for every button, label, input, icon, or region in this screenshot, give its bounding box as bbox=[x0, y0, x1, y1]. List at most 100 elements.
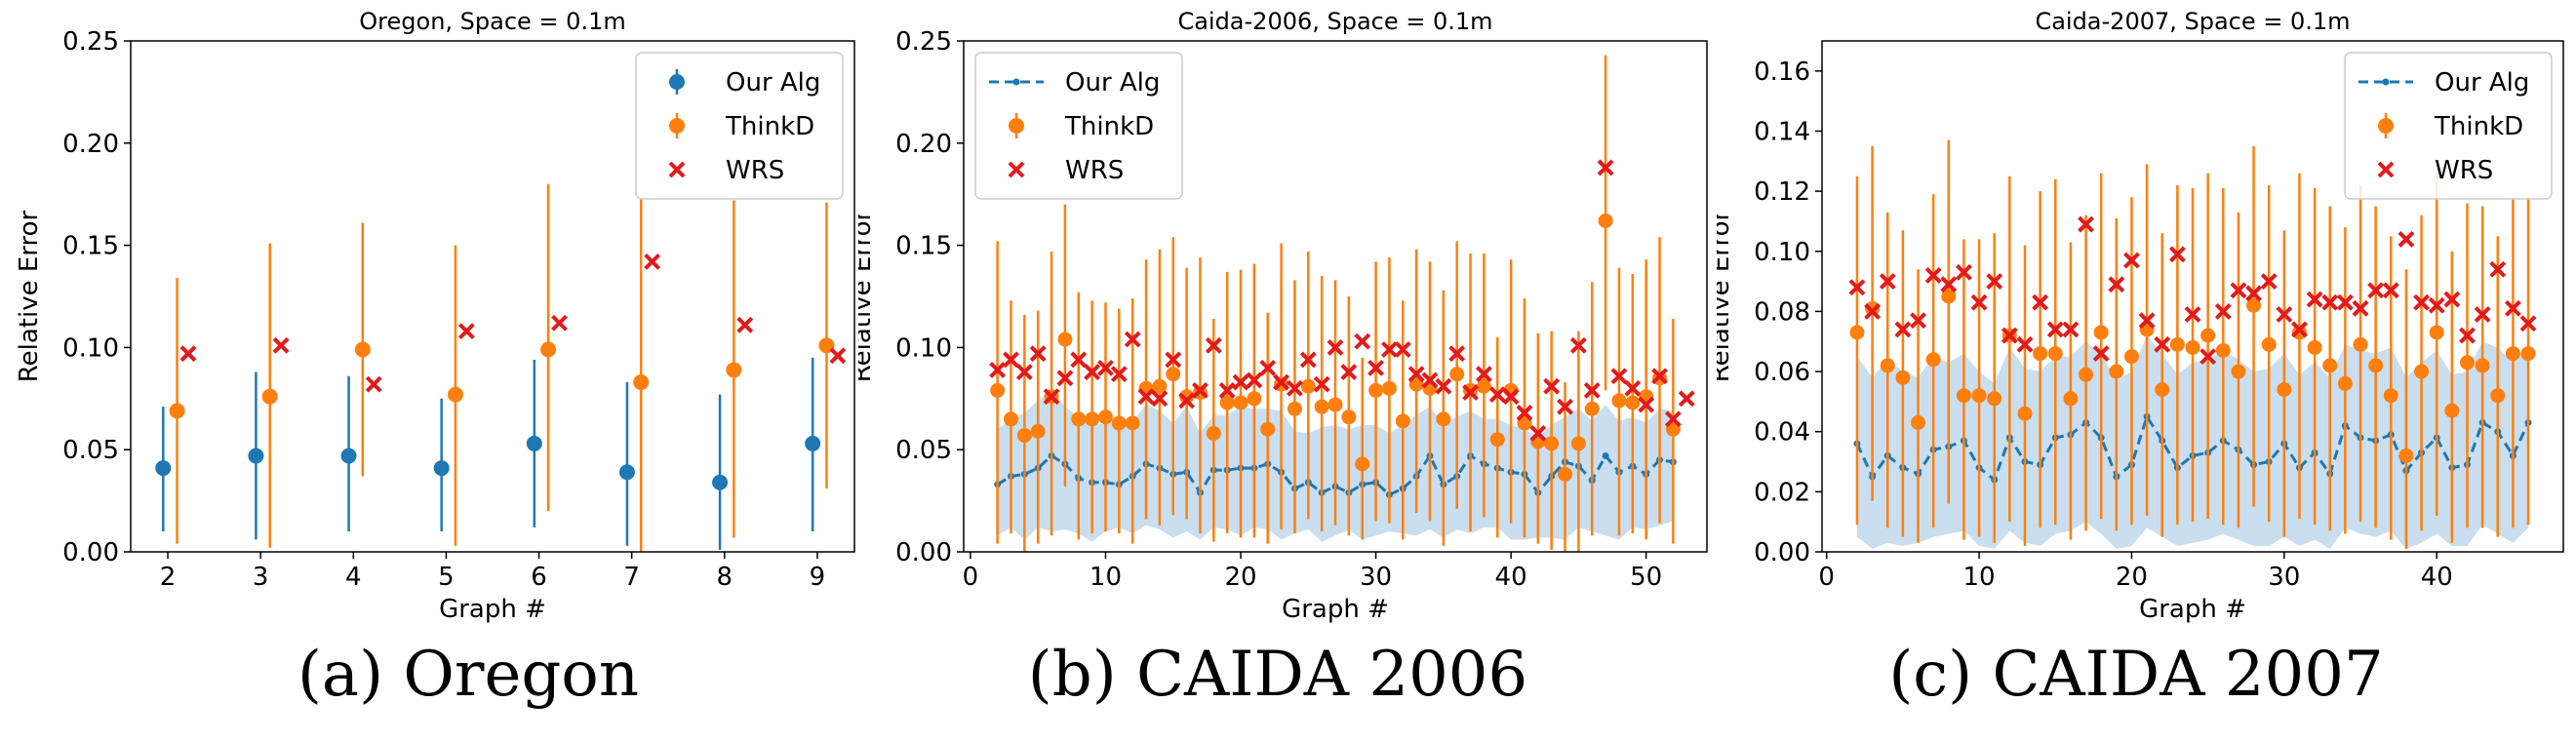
data-point-wrs bbox=[1110, 366, 1128, 383]
data-point-our-alg bbox=[248, 448, 264, 464]
data-point-thinkd bbox=[1517, 415, 1532, 431]
data-point-wrs bbox=[1529, 425, 1547, 442]
x-tick-label: 7 bbox=[623, 563, 640, 592]
data-point-wrs bbox=[2413, 293, 2430, 311]
x-tick-label: 8 bbox=[717, 563, 733, 592]
data-point-thinkd bbox=[1865, 300, 1881, 316]
data-point-thinkd bbox=[1584, 401, 1600, 416]
x-tick-label: 5 bbox=[438, 563, 455, 592]
axes-frame bbox=[130, 40, 855, 553]
data-point-thinkd bbox=[2109, 364, 2124, 379]
data-point-wrs bbox=[1043, 388, 1060, 406]
data-point-thinkd bbox=[2414, 364, 2430, 379]
chart-caida-2007: Caida-2007, Space = 0.1m 0.00 0.02 0.04 0.06… bbox=[1717, 8, 2564, 624]
data-point-wrs bbox=[1407, 366, 1425, 383]
y-axis-label: Relative Error bbox=[858, 210, 877, 382]
legend-label: ThinkD bbox=[1064, 112, 1154, 141]
panel-caida-2007: Caida-2007, Space = 0.1m 0.00 0.02 0.04 0.06… bbox=[1717, 0, 2576, 742]
legend-label: WRS bbox=[726, 156, 784, 185]
legend-label: Our Alg bbox=[726, 68, 820, 98]
data-point-wrs bbox=[1448, 345, 1466, 363]
data-point-thinkd bbox=[1911, 414, 1926, 430]
data-point-wrs bbox=[2336, 293, 2354, 311]
data-point-wrs bbox=[1124, 331, 1141, 348]
data-point-wrs bbox=[2382, 282, 2399, 299]
data-point-wrs bbox=[1097, 359, 1114, 376]
data-point-wrs bbox=[1246, 371, 1263, 389]
data-point-thinkd bbox=[1598, 213, 1613, 228]
data-point-thinkd bbox=[2337, 375, 2353, 391]
data-point-wrs bbox=[2245, 285, 2262, 302]
data-point-thinkd bbox=[2307, 339, 2322, 355]
data-point-thinkd bbox=[990, 382, 1006, 398]
legend-marker-thinkd bbox=[2378, 118, 2394, 134]
data-point-thinkd bbox=[2291, 325, 2307, 340]
data-point-thinkd bbox=[2200, 328, 2216, 343]
data-point-thinkd bbox=[2353, 336, 2368, 352]
data-point-wrs bbox=[1205, 336, 1222, 354]
data-point-wrs bbox=[829, 347, 847, 365]
data-point-thinkd bbox=[726, 362, 742, 378]
data-point-wrs bbox=[2260, 273, 2278, 291]
data-point-thinkd bbox=[2063, 391, 2079, 407]
data-point-wrs bbox=[2367, 282, 2385, 299]
legend-marker-thinkd bbox=[669, 118, 685, 134]
data-point-our-alg bbox=[1602, 451, 1609, 459]
data-point-thinkd bbox=[1314, 399, 1329, 414]
legend: Our Alg ThinkD WRS bbox=[635, 52, 844, 200]
data-point-thinkd bbox=[1152, 378, 1168, 394]
data-point-wrs bbox=[1864, 302, 1882, 320]
data-point-thinkd bbox=[2490, 388, 2506, 404]
x-tick-label: 30 bbox=[1360, 563, 1392, 592]
data-point-wrs bbox=[1516, 405, 1533, 421]
axes-frame bbox=[963, 40, 1708, 553]
data-point-wrs bbox=[644, 253, 661, 270]
data-point-thinkd bbox=[1987, 391, 2002, 407]
data-point-wrs bbox=[1178, 392, 1196, 410]
data-point-wrs bbox=[1651, 368, 1668, 385]
data-point-wrs bbox=[2230, 282, 2247, 299]
data-point-wrs bbox=[2443, 291, 2461, 308]
data-point-wrs bbox=[1070, 351, 1088, 369]
data-point-wrs bbox=[1084, 364, 1101, 380]
data-point-wrs bbox=[2078, 215, 2094, 233]
data-point-thinkd bbox=[2475, 358, 2490, 373]
data-point-our-alg bbox=[155, 460, 172, 477]
data-point-thinkd bbox=[1057, 332, 1073, 347]
data-point-wrs bbox=[2200, 348, 2217, 366]
data-point-thinkd bbox=[1247, 391, 1262, 407]
data-point-wrs bbox=[989, 362, 1007, 378]
legend-marker-our-alg bbox=[669, 74, 685, 90]
y-tick-label: 0.25 bbox=[895, 27, 952, 57]
data-point-thinkd bbox=[354, 341, 371, 358]
data-point-thinkd bbox=[447, 386, 463, 403]
data-point-wrs bbox=[1924, 267, 1942, 284]
data-point-wrs bbox=[1583, 382, 1601, 399]
data-point-thinkd bbox=[1956, 388, 1971, 404]
data-point-thinkd bbox=[633, 374, 650, 391]
caption-caida-2007: (c) CAIDA 2007 bbox=[1888, 639, 2384, 711]
x-tick-label: 0 bbox=[1818, 563, 1835, 592]
data-point-wrs bbox=[1879, 273, 1896, 291]
data-point-thinkd bbox=[2429, 325, 2444, 340]
data-point-wrs bbox=[2428, 296, 2445, 314]
data-point-thinkd bbox=[2368, 358, 2384, 373]
legend-box bbox=[2344, 52, 2553, 200]
data-point-wrs bbox=[2001, 327, 2018, 344]
plot-area bbox=[155, 183, 847, 552]
data-point-thinkd bbox=[2033, 346, 2048, 362]
caption-caida-2006: (b) CAIDA 2006 bbox=[1027, 639, 1528, 711]
y-tick-label: 0.14 bbox=[1754, 117, 1810, 146]
data-point-wrs bbox=[1848, 279, 1866, 296]
data-point-wrs bbox=[1340, 364, 1358, 380]
data-point-thinkd bbox=[2505, 346, 2520, 362]
data-point-thinkd bbox=[2093, 325, 2109, 340]
data-point-wrs bbox=[1678, 390, 1695, 408]
data-point-wrs bbox=[1299, 351, 1317, 369]
chart-title: Caida-2007, Space = 0.1m bbox=[2035, 8, 2350, 35]
data-point-thinkd bbox=[2261, 336, 2277, 352]
y-tick-label: 0.00 bbox=[62, 538, 119, 567]
data-point-thinkd bbox=[1436, 411, 1451, 427]
data-point-wrs bbox=[2032, 293, 2049, 311]
data-point-wrs bbox=[1664, 410, 1682, 428]
